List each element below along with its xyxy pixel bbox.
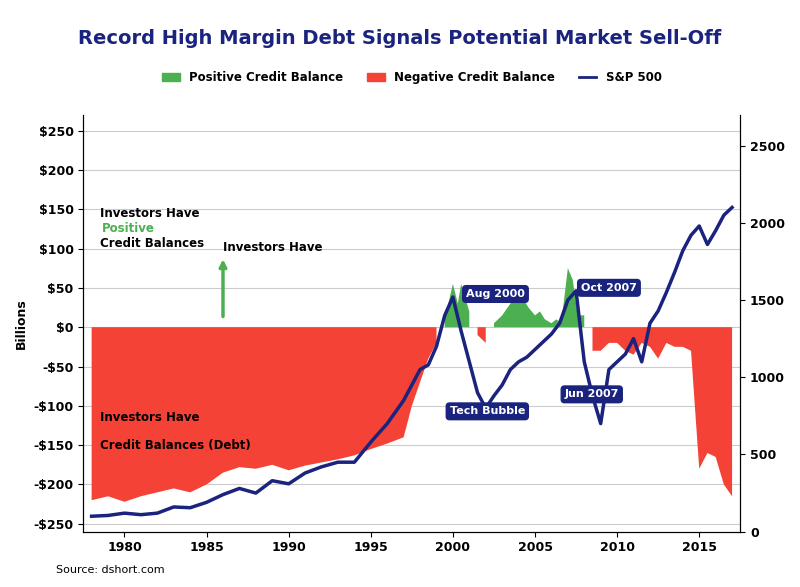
Text: Investors Have: Investors Have bbox=[223, 241, 326, 254]
Text: Credit Balances (Debt): Credit Balances (Debt) bbox=[100, 440, 250, 453]
Y-axis label: Billions: Billions bbox=[15, 298, 28, 349]
Text: Negative: Negative bbox=[100, 425, 159, 438]
Text: Tech Bubble: Tech Bubble bbox=[450, 406, 525, 416]
Text: Source: dshort.com: Source: dshort.com bbox=[56, 565, 165, 575]
Text: Investors Have: Investors Have bbox=[100, 411, 203, 424]
Text: Investors Have: Investors Have bbox=[100, 207, 203, 220]
Text: Oct 2007: Oct 2007 bbox=[581, 283, 637, 293]
Text: Record High Margin Debt Signals Potential Market Sell-Off: Record High Margin Debt Signals Potentia… bbox=[78, 29, 722, 48]
Text: Credit Balances: Credit Balances bbox=[100, 237, 204, 249]
Text: Jun 2007: Jun 2007 bbox=[565, 389, 619, 399]
Text: Aug 2000: Aug 2000 bbox=[466, 289, 525, 299]
Legend: Positive Credit Balance, Negative Credit Balance, S&P 500: Positive Credit Balance, Negative Credit… bbox=[158, 66, 666, 89]
Text: Positive: Positive bbox=[102, 222, 154, 235]
